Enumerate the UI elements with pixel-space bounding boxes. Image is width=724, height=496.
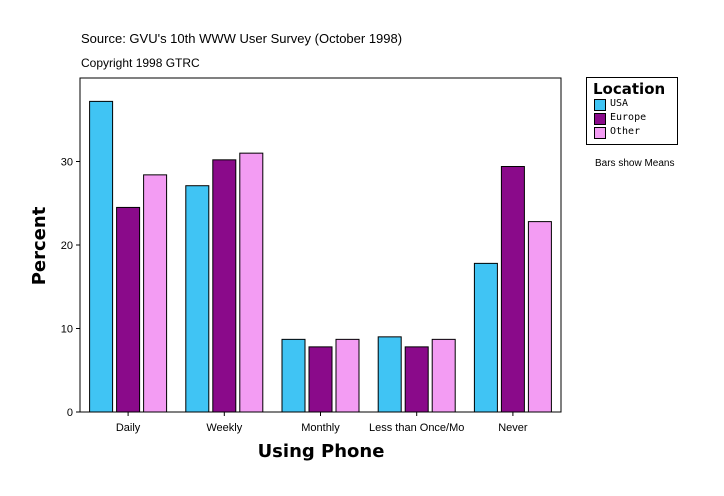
x-axis-title: Using Phone [258, 441, 385, 462]
bar-daily-other [143, 174, 168, 413]
legend-label-other: Other [610, 126, 641, 137]
bar-weekly-usa [185, 185, 210, 413]
bar-never-usa [473, 262, 498, 413]
chart-source: Source: GVU's 10th WWW User Survey (Octo… [81, 31, 403, 46]
y-tick-label-30: 30 [61, 157, 73, 169]
bar-daily-usa [89, 100, 114, 413]
bar-weekly-europe [212, 159, 237, 413]
legend-label-usa: USA [610, 98, 629, 109]
bar-never-europe [500, 166, 525, 413]
bar-never-other [527, 221, 552, 413]
y-axis-title: Percent [29, 206, 50, 285]
bar-monthly-other [335, 338, 360, 413]
x-tick-label-never: Never [498, 422, 528, 434]
x-tick-label-daily: Daily [116, 422, 141, 434]
y-axis: 0 10 20 30 [61, 157, 80, 419]
bar-less-than-once-mo-europe [404, 346, 429, 413]
y-tick-label-0: 0 [67, 407, 73, 419]
x-tick-label-less-than-once-mo: Less than Once/Mo [369, 422, 464, 434]
legend-swatch-usa [594, 99, 606, 111]
bar-less-than-once-mo-usa [377, 336, 402, 413]
y-tick-label-20: 20 [61, 240, 73, 252]
x-tick-label-monthly: Monthly [301, 422, 340, 434]
chart-copyright: Copyright 1998 GTRC [81, 56, 200, 70]
legend-swatch-europe [594, 113, 606, 125]
bar-daily-europe [116, 206, 141, 413]
legend-label-europe: Europe [610, 112, 647, 123]
legend-swatch-other [594, 127, 606, 139]
legend: Location USA Europe Other [586, 77, 678, 145]
bar-weekly-other [239, 152, 264, 413]
bar-less-than-once-mo-other [431, 338, 456, 413]
x-tick-label-weekly: Weekly [206, 422, 242, 434]
y-tick-label-10: 10 [61, 324, 73, 336]
chart-note: Bars show Means [595, 158, 675, 169]
legend-title: Location [593, 80, 666, 98]
bar-monthly-usa [281, 338, 306, 413]
bars-group [89, 100, 552, 413]
bar-monthly-europe [308, 346, 333, 413]
x-axis: Daily Weekly Monthly Less than Once/Mo Never [116, 412, 528, 434]
